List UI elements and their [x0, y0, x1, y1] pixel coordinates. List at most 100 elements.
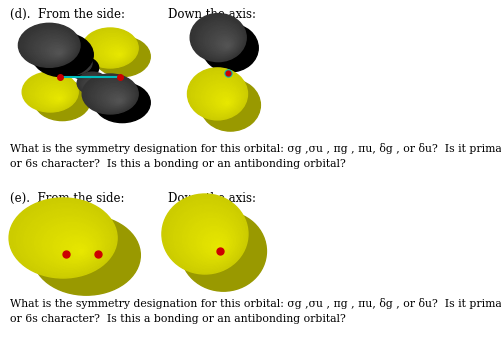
Ellipse shape [58, 98, 61, 100]
Ellipse shape [88, 80, 103, 90]
Ellipse shape [20, 206, 112, 274]
Ellipse shape [35, 217, 105, 269]
Ellipse shape [71, 59, 87, 71]
Ellipse shape [195, 75, 243, 117]
Ellipse shape [103, 43, 128, 61]
Ellipse shape [180, 211, 266, 291]
Ellipse shape [118, 54, 121, 56]
Ellipse shape [199, 79, 241, 115]
Ellipse shape [207, 85, 237, 112]
Ellipse shape [67, 241, 89, 257]
Ellipse shape [214, 35, 234, 51]
Ellipse shape [211, 89, 235, 110]
Ellipse shape [37, 37, 71, 61]
Ellipse shape [97, 85, 131, 109]
Ellipse shape [176, 207, 240, 268]
Text: Down the axis:: Down the axis: [168, 8, 256, 21]
Ellipse shape [79, 74, 107, 94]
Ellipse shape [75, 62, 85, 69]
Ellipse shape [84, 77, 104, 92]
Ellipse shape [56, 96, 62, 100]
Ellipse shape [30, 78, 75, 109]
Ellipse shape [49, 91, 65, 103]
Ellipse shape [201, 23, 240, 57]
Ellipse shape [108, 47, 125, 59]
Ellipse shape [58, 52, 61, 54]
Ellipse shape [78, 249, 84, 253]
Ellipse shape [173, 205, 242, 269]
Ellipse shape [43, 41, 68, 59]
Ellipse shape [107, 46, 126, 60]
Ellipse shape [88, 32, 135, 66]
Ellipse shape [84, 77, 114, 99]
Ellipse shape [192, 15, 245, 61]
Ellipse shape [222, 41, 230, 48]
Ellipse shape [67, 56, 89, 72]
Ellipse shape [101, 41, 129, 62]
Ellipse shape [217, 94, 232, 107]
Ellipse shape [210, 31, 235, 53]
Ellipse shape [19, 23, 80, 67]
Ellipse shape [93, 82, 132, 110]
Ellipse shape [68, 57, 88, 72]
Ellipse shape [50, 46, 65, 56]
Ellipse shape [28, 76, 75, 110]
Ellipse shape [86, 79, 103, 91]
Text: (d).  From the side:: (d). From the side: [10, 8, 125, 21]
Ellipse shape [69, 58, 88, 71]
Ellipse shape [203, 25, 239, 56]
Ellipse shape [182, 213, 237, 265]
Ellipse shape [207, 28, 237, 55]
Ellipse shape [221, 98, 230, 105]
Ellipse shape [24, 73, 77, 112]
Ellipse shape [68, 57, 98, 79]
Ellipse shape [209, 30, 236, 54]
Ellipse shape [193, 17, 244, 60]
Ellipse shape [45, 88, 67, 104]
Ellipse shape [93, 83, 100, 89]
Ellipse shape [80, 66, 83, 68]
Ellipse shape [205, 84, 238, 112]
Ellipse shape [92, 81, 133, 111]
Ellipse shape [79, 65, 83, 68]
Ellipse shape [77, 63, 84, 69]
Ellipse shape [31, 214, 106, 270]
Ellipse shape [83, 76, 105, 92]
Ellipse shape [31, 32, 74, 63]
Ellipse shape [61, 52, 92, 74]
Ellipse shape [32, 33, 93, 77]
Ellipse shape [43, 87, 68, 105]
Ellipse shape [94, 37, 150, 76]
Ellipse shape [190, 14, 245, 62]
Ellipse shape [108, 93, 125, 105]
Ellipse shape [52, 47, 64, 56]
Ellipse shape [205, 27, 238, 55]
Ellipse shape [213, 91, 234, 109]
Ellipse shape [90, 33, 134, 65]
Ellipse shape [205, 235, 226, 255]
Ellipse shape [86, 77, 136, 113]
Ellipse shape [34, 80, 73, 108]
Ellipse shape [65, 55, 90, 73]
Ellipse shape [170, 202, 243, 270]
Ellipse shape [75, 246, 85, 255]
Ellipse shape [41, 85, 69, 105]
Ellipse shape [86, 31, 136, 67]
Text: Down the axis:: Down the axis: [168, 192, 256, 205]
Ellipse shape [99, 40, 130, 62]
Ellipse shape [202, 24, 258, 72]
Ellipse shape [211, 240, 224, 252]
Ellipse shape [78, 73, 107, 94]
Ellipse shape [218, 38, 232, 50]
Ellipse shape [39, 38, 70, 60]
Ellipse shape [84, 75, 137, 113]
Ellipse shape [191, 71, 245, 118]
Ellipse shape [37, 83, 71, 107]
Ellipse shape [197, 20, 242, 58]
Ellipse shape [88, 78, 135, 112]
Ellipse shape [25, 28, 77, 65]
Ellipse shape [190, 221, 233, 261]
Ellipse shape [97, 39, 131, 63]
Ellipse shape [27, 29, 76, 65]
Ellipse shape [220, 39, 231, 49]
